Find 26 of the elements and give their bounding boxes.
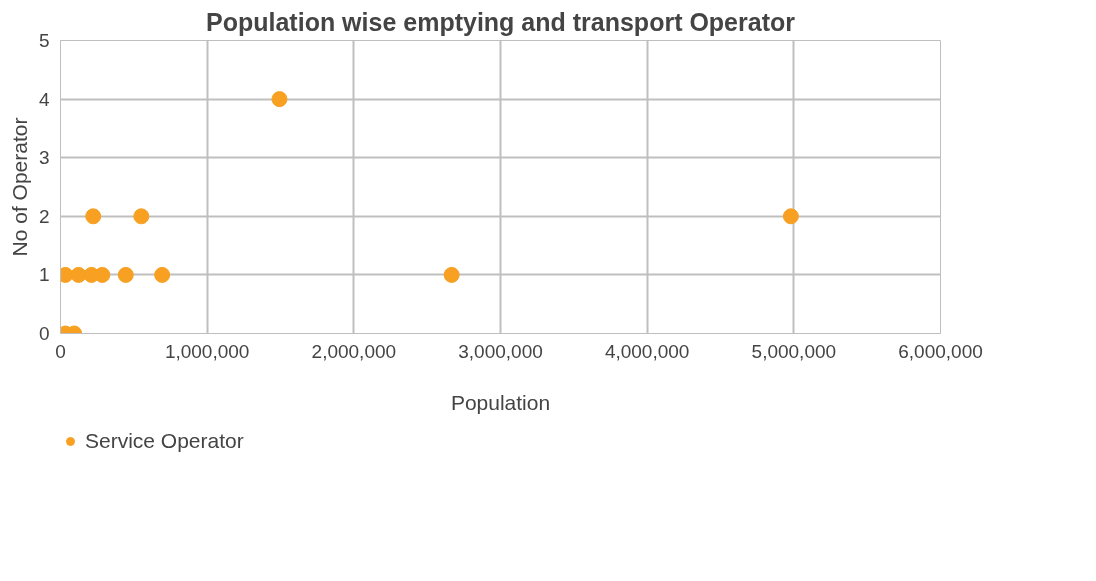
y-tick-label: 0 xyxy=(38,323,50,344)
x-tick-label: 1,000,000 xyxy=(164,340,250,362)
x-tick-label: 4,000,000 xyxy=(604,340,690,362)
point xyxy=(85,208,102,225)
x-tick-label: 2,000,000 xyxy=(311,340,397,362)
x-axis-title: Population xyxy=(450,390,551,414)
point xyxy=(94,266,111,283)
x-tick-label: 0 xyxy=(55,340,66,362)
point xyxy=(117,266,134,283)
x-tick-label: 5,000,000 xyxy=(751,340,837,362)
x-tick-label: 6,000,000 xyxy=(898,340,983,362)
legend-label: Service Operator xyxy=(85,429,244,453)
chart-title: Population wise emptying and transport Operator xyxy=(206,7,796,36)
point xyxy=(70,266,87,283)
y-tick-label: 2 xyxy=(38,205,50,227)
point xyxy=(271,91,288,108)
x-tick-label: 3,000,000 xyxy=(458,340,543,362)
y-tick-label: 3 xyxy=(38,147,50,169)
y-axis-title: No of Operator xyxy=(7,117,31,257)
point xyxy=(443,266,460,283)
y-tick-label: 1 xyxy=(38,264,50,286)
point xyxy=(154,266,171,283)
y-tick-label: 4 xyxy=(38,88,50,110)
y-tick-label: 5 xyxy=(38,30,50,51)
point xyxy=(133,208,150,225)
point xyxy=(782,208,799,225)
